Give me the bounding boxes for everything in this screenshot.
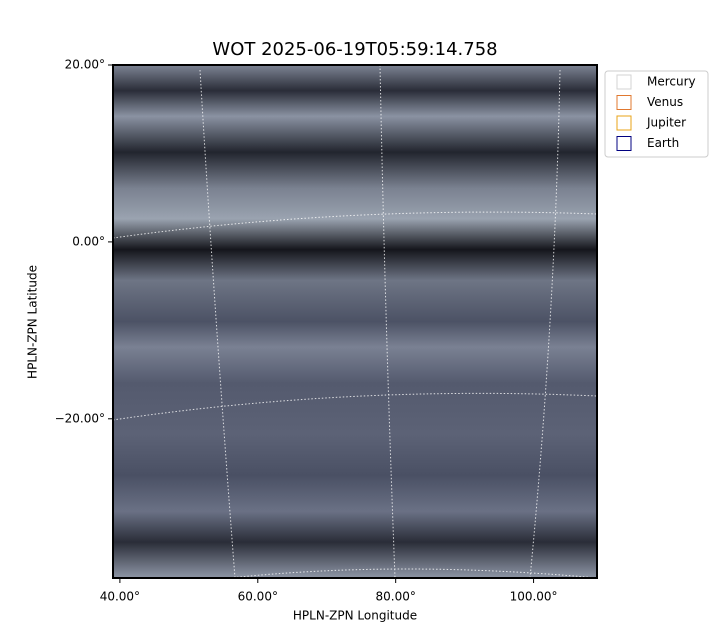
legend-label: Earth	[647, 136, 679, 150]
legend-swatch	[616, 136, 632, 151]
coordinate-grid	[112, 64, 598, 579]
y-tick-label: 20.00°	[65, 58, 105, 72]
axes-frame	[112, 64, 598, 579]
legend-label: Mercury	[647, 75, 696, 89]
y-tick-label: 0.00°	[72, 234, 105, 248]
legend-box	[604, 70, 709, 158]
image	[113, 65, 597, 578]
legend: Mercury Venus Jupiter Earth	[604, 70, 709, 158]
x-tick-label: 60.00°	[238, 590, 278, 604]
y-axis-label: HPLN-ZPN Latitude	[26, 265, 40, 379]
chart-title: WOT 2025-06-19T05:59:14.758	[212, 39, 497, 60]
y-tick-label: −20.00°	[55, 411, 105, 425]
legend-swatch	[616, 74, 632, 90]
legend-swatch	[616, 115, 632, 131]
legend-swatch	[616, 95, 632, 110]
legend-label: Jupiter	[646, 116, 686, 130]
x-tick-label: 80.00°	[375, 590, 415, 604]
x-tick-label: 100.00°	[510, 590, 558, 604]
x-tick-label: 40.00°	[100, 590, 140, 604]
legend-label: Venus	[647, 95, 683, 109]
image-area	[112, 64, 598, 579]
x-axis-label: HPLN-ZPN Longitude	[293, 609, 417, 623]
